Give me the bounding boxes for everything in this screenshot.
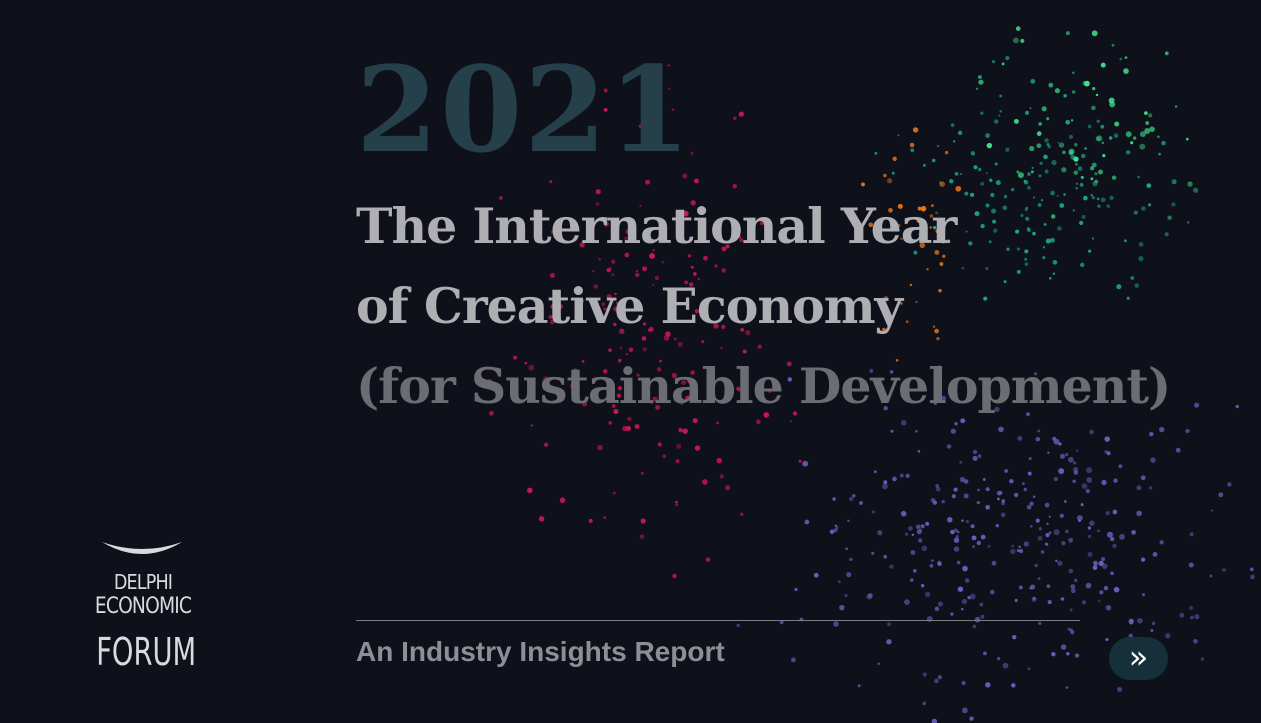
double-chevron-right-icon: » — [1128, 638, 1149, 676]
report-title: The International Year of Creative Econo… — [356, 186, 1171, 426]
year-heading: 2021 — [356, 40, 693, 179]
delphi-economic-forum-logo: DELPHI ECONOMIC FORUM — [78, 540, 210, 690]
logo-line-2: ECONOMIC — [94, 594, 192, 619]
next-page-button[interactable]: » — [1109, 637, 1168, 680]
title-line-2: of Creative Economy — [356, 277, 903, 335]
logo-line-1: DELPHI — [113, 570, 173, 594]
divider — [356, 620, 1080, 621]
report-subtitle: An Industry Insights Report — [356, 636, 725, 667]
title-line-3: (for Sustainable Development) — [356, 357, 1171, 415]
logo-line-3: FORUM — [96, 630, 197, 674]
wave-icon — [102, 542, 182, 554]
title-line-1: The International Year — [356, 197, 957, 255]
